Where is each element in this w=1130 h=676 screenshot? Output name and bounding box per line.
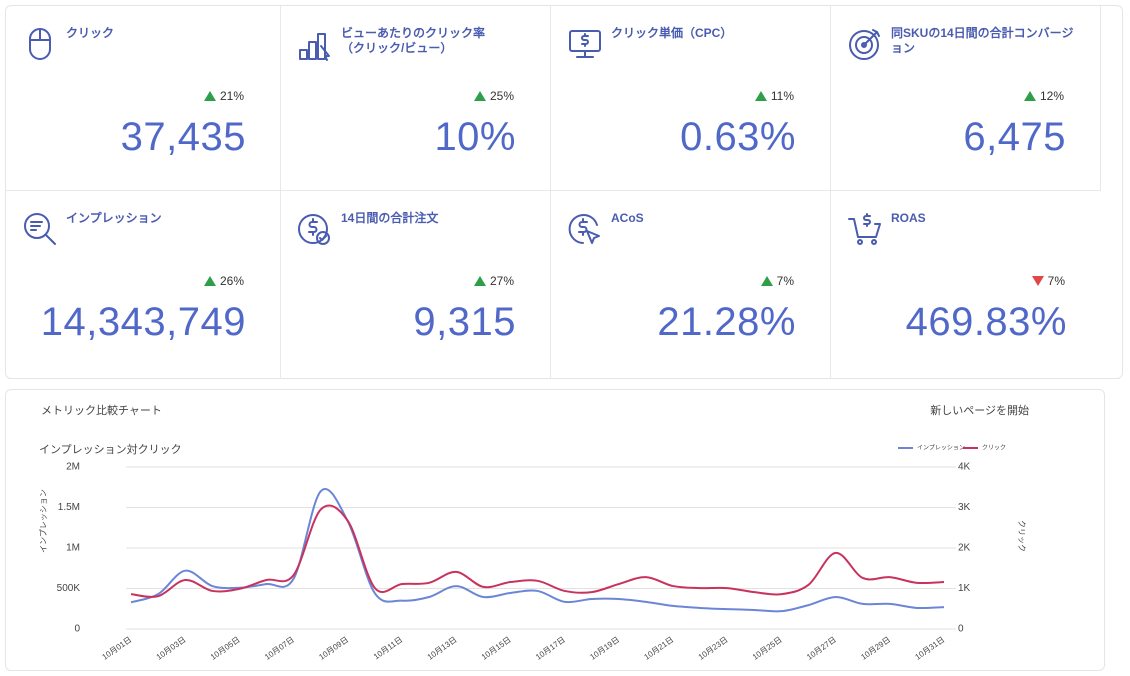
kpi-card: インプレッション 26% 14,343,749 — [6, 191, 281, 379]
legend-label: クリック — [982, 445, 1006, 452]
kpi-card: ACoS 7% 21.28% — [551, 191, 831, 379]
kpi-card: 14日間の合計注文 27% 9,315 — [281, 191, 551, 379]
kpi-value: 37,435 — [120, 115, 246, 159]
kpi-change: 7% — [760, 274, 794, 288]
change-text: 27% — [489, 274, 514, 288]
kpi-change: 7% — [1031, 274, 1065, 288]
action-link[interactable]: 新しいページを開始 — [930, 403, 1029, 417]
icon — [848, 213, 881, 245]
change-text: 25% — [489, 89, 514, 103]
trend-arrow — [1031, 276, 1044, 286]
x-tick-label: 10月15日 — [480, 635, 513, 662]
y-tick-label: 500K — [57, 583, 81, 594]
icon — [298, 214, 330, 245]
x-tick-label: 10月11日 — [372, 635, 404, 661]
y2-axis-title: クリック — [1017, 520, 1026, 552]
kpi-value: 6,475 — [963, 115, 1066, 159]
trend-arrow — [1023, 91, 1036, 101]
change-text: 11% — [770, 89, 794, 103]
change-text: 21% — [219, 89, 244, 103]
change-text: 12% — [1039, 89, 1064, 103]
y2-tick-label: 0 — [958, 624, 964, 635]
trend-arrow — [473, 91, 486, 101]
change-text: 7% — [776, 274, 794, 288]
kpi-title: ACoS — [611, 211, 644, 225]
x-tick-label: 10月29日 — [859, 635, 892, 662]
kpi-change: 21% — [203, 89, 244, 103]
series-line — [130, 488, 945, 613]
trend-arrow — [203, 91, 216, 101]
kpi-card: クリック単価（CPC） 11% 0.63% — [551, 6, 831, 191]
x-tick-label: 10月25日 — [751, 635, 784, 662]
change-text: 7% — [1047, 274, 1065, 288]
kpi-value: 21.28% — [657, 300, 796, 344]
kpi-card: ROAS 7% 469.83% — [831, 191, 1101, 379]
kpi-value: 10% — [434, 115, 516, 159]
kpi-title: ROAS — [891, 211, 926, 225]
icon — [849, 29, 880, 60]
y-tick-label: 0 — [74, 624, 80, 635]
kpi-card: クリック 21% 37,435 — [6, 6, 281, 191]
chart: メトリック比較チャート 新しいページを開始 インプレッション対クリック インプレ… — [39, 403, 1029, 662]
kpi-title: 14日間の合計注文 — [341, 211, 439, 225]
x-tick-label: 10月31日 — [914, 635, 947, 662]
y-tick-label: 1M — [66, 543, 80, 554]
x-tick-label: 10月03日 — [155, 635, 188, 662]
change-text: 26% — [219, 274, 244, 288]
x-tick-label: 10月21日 — [643, 635, 676, 662]
kpi-title: クリック単価（CPC） — [611, 26, 733, 40]
kpi-title: クリック — [66, 26, 115, 40]
icon — [569, 30, 601, 58]
x-tick-label: 10月19日 — [588, 635, 621, 662]
kpi-panel: クリック 21% 37,435 ビューあたりのクリック率（クリック/ビュー） 2… — [5, 5, 1123, 379]
kpi-change: 27% — [473, 274, 514, 288]
kpi-card: ビューあたりのクリック率（クリック/ビュー） 25% 10% — [281, 6, 551, 191]
x-tick-label: 10月17日 — [534, 635, 567, 662]
trend-arrow — [473, 276, 486, 286]
chart-panel: メトリック比較チャート 新しいページを開始 インプレッション対クリック インプレ… — [5, 389, 1105, 671]
kpi-value: 14,343,749 — [40, 300, 246, 344]
trend-arrow — [203, 276, 216, 286]
y-tick-label: 2M — [66, 462, 80, 473]
icon — [29, 28, 51, 60]
x-tick-label: 10月27日 — [805, 635, 838, 662]
kpi-change: 25% — [473, 89, 514, 103]
x-tick-label: 10月09日 — [317, 635, 350, 662]
series-line — [130, 504, 945, 598]
trend-arrow — [760, 276, 773, 286]
chart-title: インプレッション対クリック — [39, 443, 182, 456]
y-tick-label: 1.5M — [58, 502, 80, 513]
legend-label: インプレッション — [917, 445, 965, 452]
kpi-card: 同SKUの14日間の合計コンバージョン 12% 6,475 — [831, 6, 1101, 191]
kpi-title: インプレッション — [66, 211, 162, 225]
kpi-value: 0.63% — [680, 115, 796, 159]
y2-tick-label: 3K — [958, 502, 971, 513]
kpi-change: 11% — [754, 89, 794, 103]
y2-tick-label: 1K — [958, 583, 971, 594]
x-tick-label: 10月01日 — [101, 635, 134, 662]
kpi-title: 同SKUの14日間の合計コンバージョン — [891, 26, 1074, 55]
kpi-change: 12% — [1023, 89, 1064, 103]
y-axis-title: インプレッション — [39, 489, 48, 553]
icon — [568, 214, 600, 244]
y2-tick-label: 4K — [958, 462, 971, 473]
icon — [299, 33, 330, 61]
kpi-value: 469.83% — [905, 300, 1067, 344]
x-tick-label: 10月13日 — [426, 635, 459, 662]
icon — [24, 213, 56, 245]
kpi-change: 26% — [203, 274, 244, 288]
trend-arrow — [754, 91, 767, 101]
kpi-value: 9,315 — [413, 300, 516, 344]
panel-title: メトリック比較チャート — [41, 404, 162, 417]
x-tick-label: 10月07日 — [263, 635, 296, 662]
x-tick-label: 10月23日 — [697, 635, 730, 662]
y2-tick-label: 2K — [958, 543, 971, 554]
x-tick-label: 10月05日 — [209, 635, 242, 662]
kpi-title: ビューあたりのクリック率（クリック/ビュー） — [341, 26, 486, 55]
